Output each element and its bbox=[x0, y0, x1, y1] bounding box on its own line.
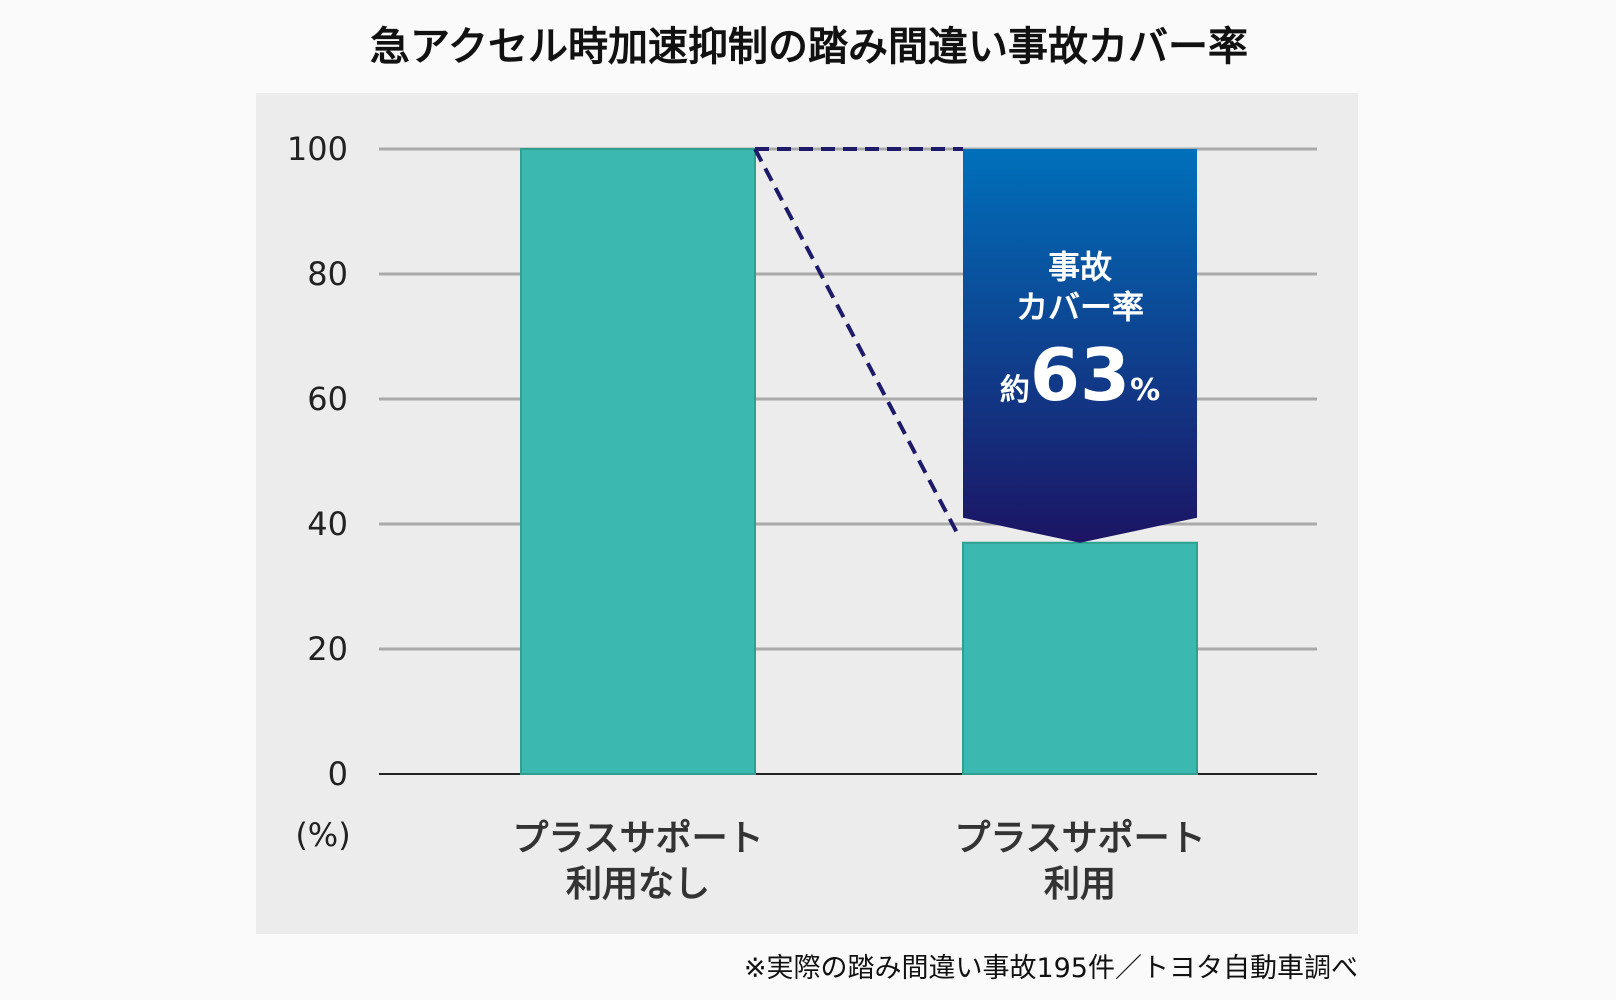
category-label: プラスサポート bbox=[512, 817, 763, 859]
annotation-unit: % bbox=[1130, 373, 1160, 408]
bar bbox=[520, 148, 756, 775]
y-tick-label: 0 bbox=[328, 755, 348, 793]
coverage-arrow bbox=[963, 149, 1197, 543]
y-tick-label: 80 bbox=[307, 255, 348, 293]
bars bbox=[520, 148, 1198, 775]
y-axis-unit: (%) bbox=[295, 816, 350, 854]
footnote: ※実際の踏み間違い事故195件／トヨタ自動車調べ bbox=[744, 953, 1358, 984]
annotation-line2: カバー率 bbox=[1016, 288, 1144, 326]
bar bbox=[962, 541, 1198, 775]
y-tick-label: 100 bbox=[287, 130, 348, 168]
y-tick-label: 20 bbox=[307, 630, 348, 668]
category-label: 利用なし bbox=[566, 864, 710, 905]
annotation-prefix: 約 bbox=[1000, 373, 1030, 408]
y-tick-label: 40 bbox=[307, 505, 348, 543]
annotation-value: 約63% bbox=[1000, 333, 1160, 417]
y-tick-labels: 0 20 40 60 80 100 bbox=[287, 130, 348, 793]
dashed-line-diagonal bbox=[753, 148, 961, 538]
chart-title: 急アクセル時加速抑制の踏み間違い事故カバー率 bbox=[370, 24, 1248, 70]
category-label: 利用 bbox=[1044, 864, 1116, 905]
category-label: プラスサポート bbox=[954, 817, 1205, 859]
annotation-line1: 事故 bbox=[1048, 248, 1112, 286]
y-tick-label: 60 bbox=[307, 380, 348, 418]
annotation-number: 63 bbox=[1030, 333, 1130, 417]
